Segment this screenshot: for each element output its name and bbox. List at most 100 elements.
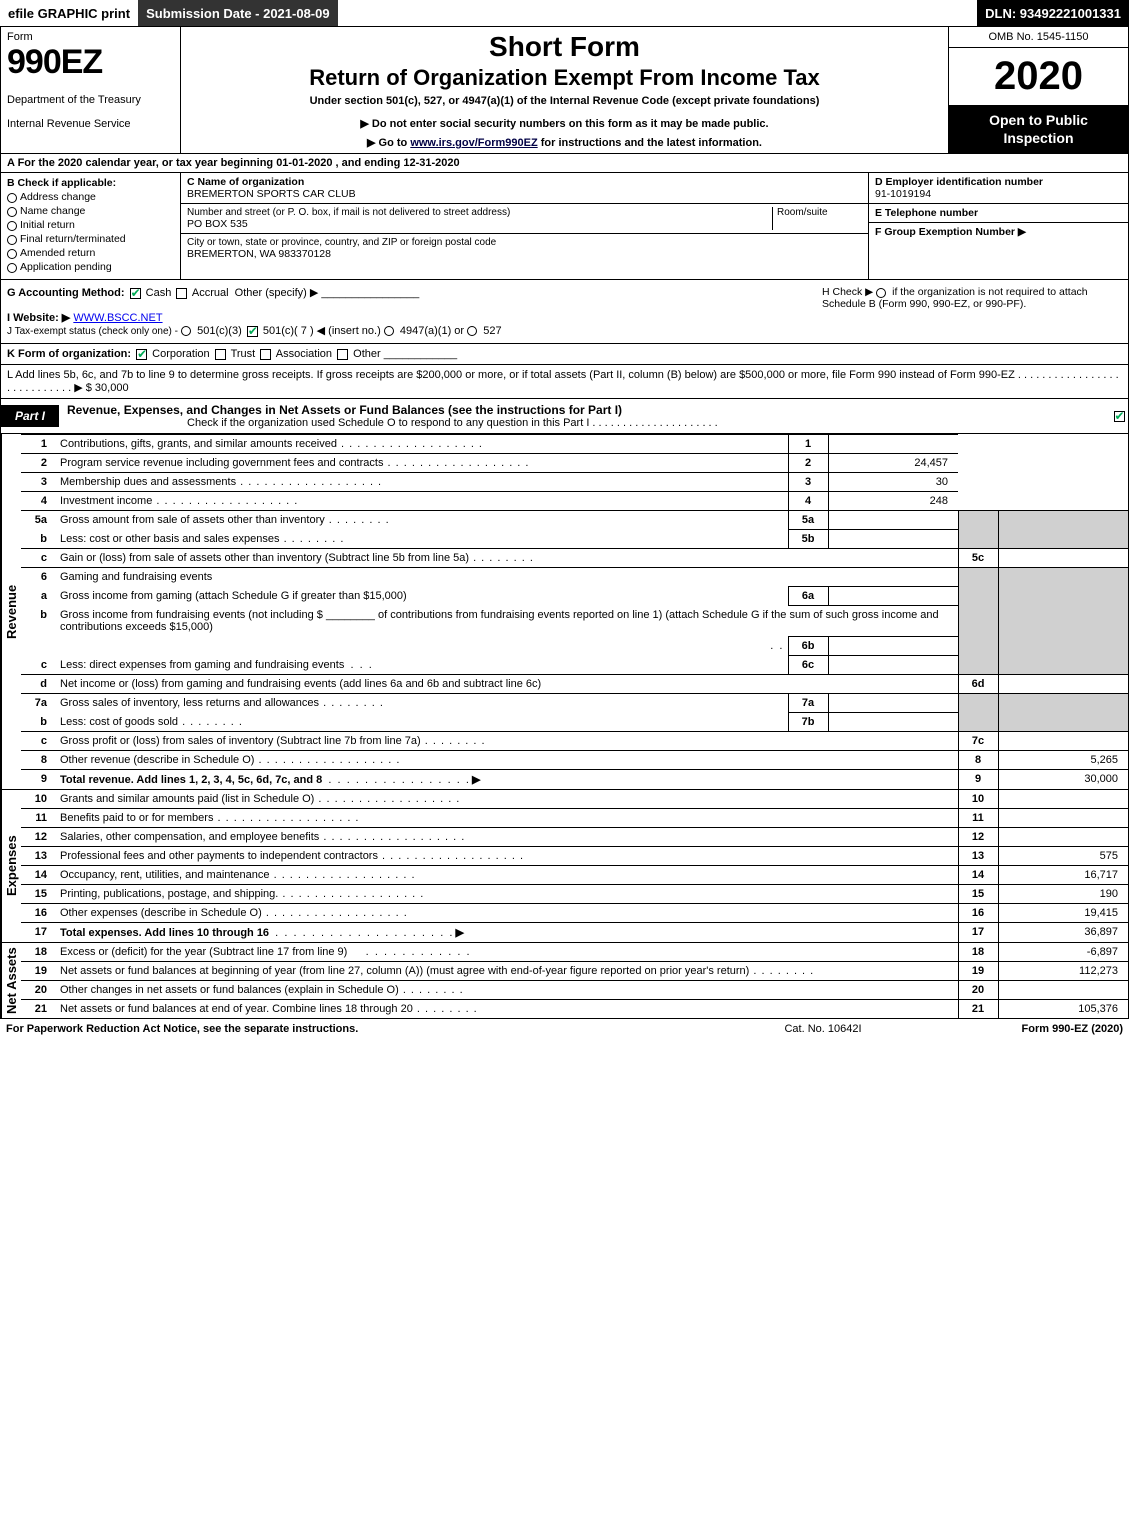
l6c-subval: [828, 656, 958, 675]
row-l: L Add lines 5b, 6c, and 7b to line 9 to …: [1, 365, 1128, 399]
j-4947[interactable]: [384, 326, 394, 336]
chk-application-pending[interactable]: Application pending: [7, 261, 174, 273]
goto-line: ▶ Go to www.irs.gov/Form990EZ for instru…: [187, 136, 942, 149]
l9-val: 30,000: [998, 770, 1128, 790]
l9-col: 9: [958, 770, 998, 790]
l16-text: Other expenses (describe in Schedule O): [55, 904, 958, 923]
l14-val: 16,717: [998, 866, 1128, 885]
j-527-label: 527: [483, 325, 501, 337]
l8-num: 8: [21, 751, 55, 770]
l5c-val: [998, 549, 1128, 568]
goto-pre: ▶ Go to: [367, 137, 410, 149]
l20-text: Other changes in net assets or fund bala…: [55, 981, 958, 1000]
l4-text: Investment income: [55, 492, 788, 511]
chk-initial-return[interactable]: Initial return: [7, 219, 174, 231]
l7a-subval: [828, 694, 958, 713]
l5a-subval: [828, 511, 958, 530]
chk-final-return[interactable]: Final return/terminated: [7, 233, 174, 245]
l12-val: [998, 828, 1128, 847]
dept-treasury: Department of the Treasury: [7, 94, 174, 106]
l6d-num: d: [21, 675, 55, 694]
l6c-col-shade: [958, 656, 998, 675]
h-check[interactable]: [876, 288, 886, 298]
part1-schedule-o-check[interactable]: [1114, 411, 1125, 422]
k-corporation[interactable]: [136, 349, 147, 360]
l10-col: 10: [958, 790, 998, 809]
l18-col: 18: [958, 943, 998, 962]
c-name-label: C Name of organization: [187, 176, 862, 188]
j-527[interactable]: [467, 326, 477, 336]
g-accounting: G Accounting Method: Cash Accrual Other …: [7, 286, 822, 337]
l15-text: Printing, publications, postage, and shi…: [55, 885, 958, 904]
l6b-num: b: [21, 606, 55, 637]
l4-num: 4: [21, 492, 55, 511]
l3-text: Membership dues and assessments: [55, 473, 788, 492]
l5b-num: b: [21, 530, 55, 549]
revenue-section: Revenue 1Contributions, gifts, grants, a…: [1, 434, 1128, 790]
l12-col: 12: [958, 828, 998, 847]
j-501c-label: 501(c)( 7 ) ◀ (insert no.): [263, 325, 381, 337]
chk-address-change[interactable]: Address change: [7, 191, 174, 203]
l16-val: 19,415: [998, 904, 1128, 923]
header-mid: Short Form Return of Organization Exempt…: [181, 27, 948, 153]
d-label-text: D Employer identification number: [875, 176, 1043, 188]
part1-header: Part I Revenue, Expenses, and Changes in…: [1, 399, 1128, 434]
chk-accrual[interactable]: [176, 288, 187, 299]
l19-text: Net assets or fund balances at beginning…: [55, 962, 958, 981]
part1-tag: Part I: [1, 405, 59, 427]
l16-num: 16: [21, 904, 55, 923]
l20-col: 20: [958, 981, 998, 1000]
form-number: 990EZ: [7, 43, 174, 82]
g-other-label: Other (specify) ▶: [235, 287, 319, 299]
l7b-sub: 7b: [788, 713, 828, 732]
return-title: Return of Organization Exempt From Incom…: [187, 65, 942, 91]
l9-text: Total revenue. Add lines 1, 2, 3, 4, 5c,…: [60, 774, 322, 786]
k-other[interactable]: [337, 349, 348, 360]
netassets-table: 18 Excess or (deficit) for the year (Subt…: [21, 943, 1128, 1018]
l7b-subval: [828, 713, 958, 732]
l6b-col-shade: [958, 606, 998, 637]
l1-col: 1: [788, 435, 828, 454]
j-501c[interactable]: [247, 326, 258, 337]
l7a-sub: 7a: [788, 694, 828, 713]
k-association[interactable]: [260, 349, 271, 360]
l5a-sub: 5a: [788, 511, 828, 530]
efile-print-label[interactable]: efile GRAPHIC print: [0, 0, 138, 26]
short-form-title: Short Form: [187, 31, 942, 63]
form-990ez: Form 990EZ Department of the Treasury In…: [0, 26, 1129, 1019]
expenses-section: Expenses 10Grants and similar amounts pa…: [1, 790, 1128, 943]
chk-name-change[interactable]: Name change: [7, 205, 174, 217]
l6d-text: Net income or (loss) from gaming and fun…: [55, 675, 958, 694]
dept-irs: Internal Revenue Service: [7, 118, 174, 130]
k-trust[interactable]: [215, 349, 226, 360]
l5b-subval: [828, 530, 958, 549]
l17-col: 17: [958, 923, 998, 943]
l6b2-val-shade: [998, 637, 1128, 656]
l7c-val: [998, 732, 1128, 751]
chk-cash[interactable]: [130, 288, 141, 299]
l20-num: 20: [21, 981, 55, 1000]
part1-title: Revenue, Expenses, and Changes in Net As…: [59, 399, 1110, 433]
chk-initial-return-label: Initial return: [20, 219, 75, 231]
l18-text: Excess or (deficit) for the year (Subtra…: [60, 946, 347, 958]
l6a-num: a: [21, 587, 55, 606]
l6-col-shade: [958, 568, 998, 587]
l4-col: 4: [788, 492, 828, 511]
l10-text: Grants and similar amounts paid (list in…: [55, 790, 958, 809]
l5a-val-shade: [998, 511, 1128, 530]
website-link[interactable]: WWW.BSCC.NET: [73, 312, 162, 324]
expenses-sidelabel: Expenses: [1, 790, 21, 942]
ssn-note: ▶ Do not enter social security numbers o…: [187, 117, 942, 130]
l5b-col-shade: [958, 530, 998, 549]
netassets-sidelabel: Net Assets: [1, 943, 21, 1018]
j-501c3[interactable]: [181, 326, 191, 336]
l6a-col-shade: [958, 587, 998, 606]
open-inspection: Open to Public Inspection: [949, 105, 1128, 153]
chk-amended-return[interactable]: Amended return: [7, 247, 174, 259]
l3-num: 3: [21, 473, 55, 492]
k-label: K Form of organization:: [7, 348, 131, 360]
netassets-section: Net Assets 18 Excess or (deficit) for the…: [1, 943, 1128, 1018]
l19-num: 19: [21, 962, 55, 981]
goto-link[interactable]: www.irs.gov/Form990EZ: [410, 137, 537, 149]
header-left: Form 990EZ Department of the Treasury In…: [1, 27, 181, 153]
